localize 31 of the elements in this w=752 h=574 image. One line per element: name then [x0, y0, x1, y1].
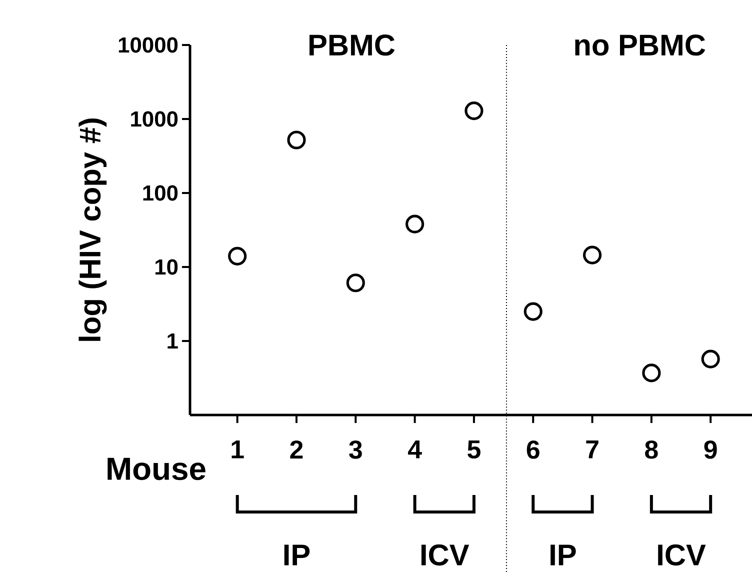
x-tick-label: 4 — [408, 440, 422, 458]
point — [228, 246, 247, 266]
text: ICV — [421, 544, 470, 566]
point — [642, 364, 661, 382]
x-tick-label: 1 — [232, 440, 244, 458]
text: ICV — [658, 544, 706, 566]
x-tick-label: 9 — [704, 440, 717, 459]
y-tick-label: 100 — [143, 185, 178, 201]
x-tick-label: 3 — [349, 440, 362, 459]
y-tick-label: 10 — [155, 259, 178, 275]
point — [524, 302, 542, 321]
text: IP — [284, 544, 310, 566]
x-tick-label: 8 — [645, 440, 658, 459]
y-tick-label: 1 — [168, 333, 178, 349]
x-tick-label: 7 — [586, 440, 598, 458]
point — [287, 130, 306, 150]
x-tick-label: 2 — [290, 440, 303, 459]
point — [406, 214, 424, 234]
x-tick-label: 5 — [468, 440, 480, 459]
y-tick-label: 10000 — [118, 37, 178, 53]
point — [582, 246, 602, 264]
x-tick-label: 6 — [526, 440, 540, 459]
text: IP — [550, 544, 576, 566]
point — [464, 102, 484, 120]
annotation: no PBMC — [575, 34, 706, 56]
y-tick-label: 1000 — [131, 111, 178, 127]
x-axis-title: Mouse — [108, 458, 206, 480]
point — [346, 274, 365, 292]
y-axis-title: log (HIV copy #) — [78, 118, 107, 341]
annotation: PBMC — [310, 34, 395, 56]
point — [701, 350, 720, 368]
